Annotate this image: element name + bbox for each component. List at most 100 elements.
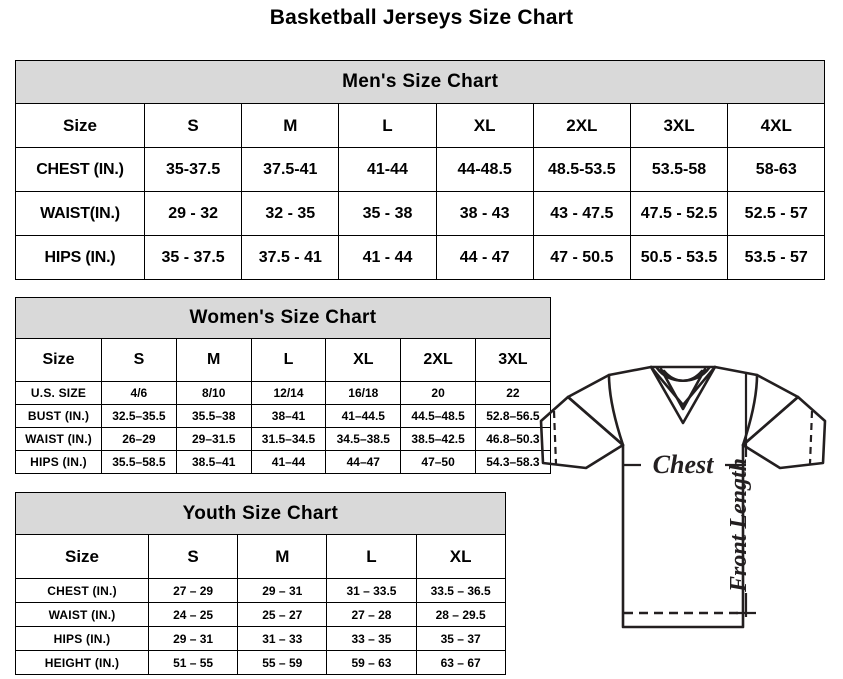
womens-header-cell-s: S — [101, 338, 177, 382]
front-length-measure-line-group — [736, 373, 756, 617]
mens-cell-value: 58-63 — [727, 147, 826, 192]
mens-cell-value: 35 - 38 — [338, 191, 437, 236]
mens-cell-value: 53.5 - 57 — [727, 235, 826, 280]
mens-cell-value: 37.5-41 — [241, 147, 340, 192]
mens-row-label: CHEST (IN.) — [15, 147, 145, 192]
jersey-collar-band-lower — [662, 369, 704, 383]
womens-cell-value: 29–31.5 — [175, 427, 252, 451]
youth-cell-value: 51 – 55 — [147, 650, 239, 675]
youth-header-cell-l: L — [326, 534, 417, 579]
mens-row-label: HIPS (IN.) — [15, 235, 145, 280]
jersey-illustration-svg: Chest Front Length — [539, 365, 827, 629]
womens-header-cell-m: M — [175, 338, 252, 382]
table-row: HEIGHT (IN.) 51 – 55 55 – 59 59 – 63 63 … — [15, 650, 506, 675]
youth-header-cell-size: Size — [15, 534, 149, 579]
womens-cell-value: 38.5–41 — [175, 450, 252, 474]
youth-header-cell-xl: XL — [415, 534, 506, 579]
youth-cell-value: 33.5 – 36.5 — [415, 578, 506, 603]
womens-row-label: U.S. SIZE — [15, 381, 102, 405]
mens-header-cell-size: Size — [15, 103, 145, 148]
womens-cell-value: 32.5–35.5 — [101, 404, 177, 428]
jersey-vneck-inner — [659, 367, 707, 411]
mens-header-cell-2xl: 2XL — [532, 103, 631, 148]
womens-header-row: Size S M L XL 2XL 3XL — [15, 338, 551, 382]
youth-size-chart-table: Youth Size Chart Size S M L XL CHEST (IN… — [15, 492, 506, 675]
mens-cell-value: 38 - 43 — [435, 191, 534, 236]
mens-cell-value: 32 - 35 — [241, 191, 340, 236]
mens-cell-value: 44 - 47 — [435, 235, 534, 280]
womens-cell-value: 35.5–38 — [175, 404, 252, 428]
mens-cell-value: 53.5-58 — [629, 147, 729, 192]
womens-cell-value: 12/14 — [250, 381, 327, 405]
youth-row-label: WAIST (IN.) — [15, 602, 149, 627]
womens-header-cell-2xl: 2XL — [400, 338, 476, 382]
table-row: HIPS (IN.) 35.5–58.5 38.5–41 41–44 44–47… — [15, 450, 551, 474]
youth-chart-band-label: Youth Size Chart — [15, 492, 506, 535]
womens-row-label: WAIST (IN.) — [15, 427, 102, 451]
chest-measure-label: Chest — [653, 450, 714, 479]
youth-cell-value: 27 – 28 — [326, 602, 417, 627]
youth-cell-value: 35 – 37 — [415, 626, 506, 651]
mens-cell-value: 47 - 50.5 — [532, 235, 631, 280]
youth-header-row: Size S M L XL — [15, 534, 506, 579]
youth-cell-value: 31 – 33 — [237, 626, 328, 651]
youth-row-label: CHEST (IN.) — [15, 578, 149, 603]
jersey-left-cuff-dash — [552, 410, 558, 465]
table-row: WAIST (IN.) 26–29 29–31.5 31.5–34.5 34.5… — [15, 427, 551, 451]
jersey-left-sleeve-seam — [607, 373, 625, 447]
womens-cell-value: 4/6 — [101, 381, 177, 405]
mens-cell-value: 37.5 - 41 — [241, 235, 340, 280]
table-row: CHEST (IN.) 27 – 29 29 – 31 31 – 33.5 33… — [15, 578, 506, 603]
youth-cell-value: 28 – 29.5 — [415, 602, 506, 627]
womens-cell-value: 38.5–42.5 — [400, 427, 476, 451]
womens-chart-band-row: Women's Size Chart — [15, 297, 551, 339]
front-length-measure-label: Front Length — [726, 458, 752, 593]
youth-cell-value: 29 – 31 — [237, 578, 328, 603]
mens-cell-value: 47.5 - 52.5 — [629, 191, 729, 236]
mens-header-row: Size S M L XL 2XL 3XL 4XL — [15, 103, 826, 148]
womens-cell-value: 46.8–50.3 — [474, 427, 551, 451]
mens-cell-value: 48.5-53.5 — [532, 147, 631, 192]
youth-cell-value: 33 – 35 — [326, 626, 417, 651]
womens-header-cell-xl: XL — [325, 338, 402, 382]
womens-cell-value: 16/18 — [325, 381, 402, 405]
youth-row-label: HIPS (IN.) — [15, 626, 149, 651]
womens-cell-value: 47–50 — [400, 450, 476, 474]
table-row: HIPS (IN.) 29 – 31 31 – 33 33 – 35 35 – … — [15, 626, 506, 651]
womens-cell-value: 35.5–58.5 — [101, 450, 177, 474]
jersey-collar-band-upper — [655, 366, 711, 382]
youth-cell-value: 59 – 63 — [326, 650, 417, 675]
womens-cell-value: 31.5–34.5 — [250, 427, 327, 451]
youth-chart-band-row: Youth Size Chart — [15, 492, 506, 535]
womens-cell-value: 54.3–58.3 — [474, 450, 551, 474]
womens-cell-value: 22 — [474, 381, 551, 405]
page-title: Basketball Jerseys Size Chart — [269, 6, 574, 29]
youth-cell-value: 25 – 27 — [237, 602, 328, 627]
mens-header-cell-4xl: 4XL — [727, 103, 826, 148]
jersey-right-cuff-dash — [808, 410, 814, 465]
mens-header-cell-m: M — [241, 103, 340, 148]
womens-cell-value: 41–44 — [250, 450, 327, 474]
womens-cell-value: 20 — [400, 381, 476, 405]
womens-header-cell-size: Size — [15, 338, 102, 382]
youth-cell-value: 55 – 59 — [237, 650, 328, 675]
mens-size-chart-table: Men's Size Chart Size S M L XL 2XL 3XL 4… — [14, 60, 826, 280]
youth-cell-value: 29 – 31 — [147, 626, 239, 651]
jersey-measurement-diagram: Chest Front Length — [523, 345, 843, 665]
youth-cell-value: 31 – 33.5 — [326, 578, 417, 603]
youth-cell-value: 24 – 25 — [147, 602, 239, 627]
jersey-outline-group — [539, 365, 827, 629]
womens-cell-value: 41–44.5 — [325, 404, 402, 428]
mens-cell-value: 50.5 - 53.5 — [629, 235, 729, 280]
jersey-body-outline — [566, 365, 800, 629]
womens-row-label: BUST (IN.) — [15, 404, 102, 428]
womens-size-chart-table: Women's Size Chart Size S M L XL 2XL 3XL… — [15, 297, 551, 474]
mens-chart-band-label: Men's Size Chart — [14, 60, 826, 104]
mens-cell-value: 41 - 44 — [338, 235, 437, 280]
table-row: WAIST (IN.) 24 – 25 25 – 27 27 – 28 28 –… — [15, 602, 506, 627]
womens-cell-value: 44–47 — [325, 450, 402, 474]
youth-row-label: HEIGHT (IN.) — [15, 650, 149, 675]
youth-cell-value: 63 – 67 — [415, 650, 506, 675]
mens-cell-value: 52.5 - 57 — [727, 191, 826, 236]
jersey-vneck-outer — [649, 365, 717, 425]
